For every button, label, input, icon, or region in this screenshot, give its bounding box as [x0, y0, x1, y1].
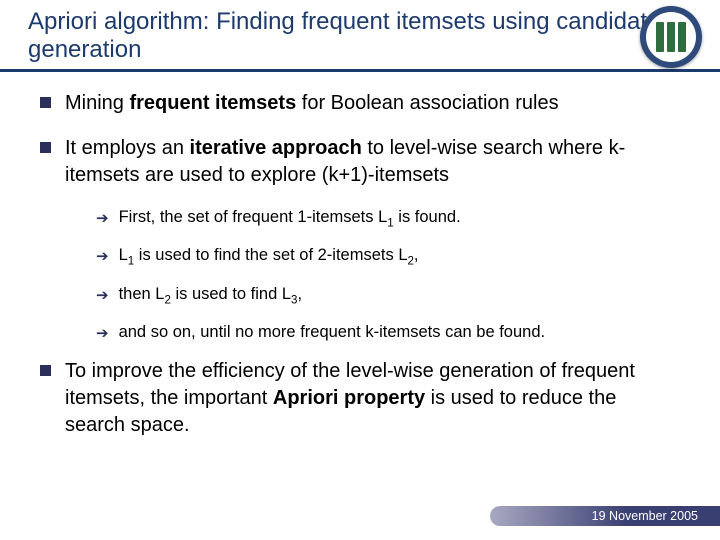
bullet-item: It employs an iterative approach to leve…: [40, 135, 680, 189]
sub-bullet-text: L1 is used to find the set of 2-itemsets…: [119, 245, 419, 269]
footer-date-bar: 19 November 2005: [490, 506, 720, 526]
sub-bullet-item: ➔ First, the set of frequent 1-itemsets L…: [96, 207, 680, 231]
slide-header: Apriori algorithm: Finding frequent item…: [0, 0, 720, 72]
arrow-right-icon: ➔: [96, 324, 109, 342]
logo-outer-circle: [640, 6, 702, 68]
sub-bullet-text: then L2 is used to find L3,: [119, 284, 302, 308]
bullet-square-icon: [40, 365, 51, 376]
bullet-text: To improve the efficiency of the level-w…: [65, 358, 680, 439]
arrow-right-icon: ➔: [96, 209, 109, 227]
sub-bullet-item: ➔ and so on, until no more frequent k-ite…: [96, 322, 680, 343]
sub-bullet-list: ➔ First, the set of frequent 1-itemsets L…: [96, 207, 680, 343]
logo-badge: [640, 6, 702, 68]
bullet-item: To improve the efficiency of the level-w…: [40, 358, 680, 439]
sub-bullet-item: ➔ then L2 is used to find L3,: [96, 284, 680, 308]
logo-inner-ring: [646, 12, 696, 62]
bullet-text: Mining frequent itemsets for Boolean ass…: [65, 90, 559, 117]
bullet-text: It employs an iterative approach to leve…: [65, 135, 680, 189]
bullet-item: Mining frequent itemsets for Boolean ass…: [40, 90, 680, 117]
sub-bullet-text: and so on, until no more frequent k-item…: [119, 322, 546, 343]
slide-title: Apriori algorithm: Finding frequent item…: [28, 8, 700, 63]
arrow-right-icon: ➔: [96, 247, 109, 265]
arrow-right-icon: ➔: [96, 286, 109, 304]
logo-bars-icon: [656, 22, 686, 52]
footer-date-text: 19 November 2005: [592, 509, 698, 523]
bullet-square-icon: [40, 142, 51, 153]
bullet-square-icon: [40, 97, 51, 108]
sub-bullet-item: ➔ L1 is used to find the set of 2-itemset…: [96, 245, 680, 269]
slide-body: Mining frequent itemsets for Boolean ass…: [0, 72, 720, 466]
sub-bullet-text: First, the set of frequent 1-itemsets L1…: [119, 207, 461, 231]
